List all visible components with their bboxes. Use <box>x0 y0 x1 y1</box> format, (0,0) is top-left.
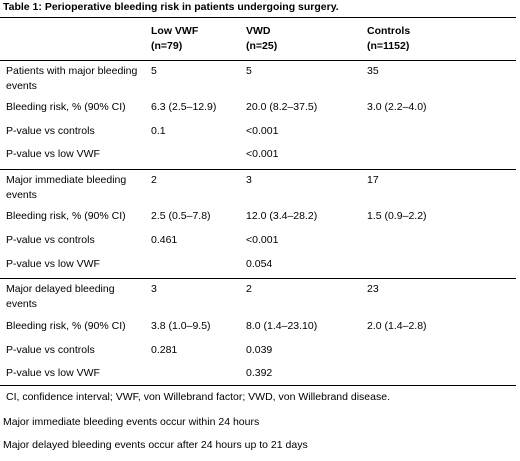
column-header-vwd: VWD (n=25) <box>246 24 277 54</box>
row-label: P-value vs controls <box>6 344 95 356</box>
row-value-vwd: 5 <box>246 65 252 77</box>
column-header-n: (n=79) <box>151 40 183 52</box>
row-label: Bleeding risk, % (90% CI) <box>6 210 126 222</box>
row-value-vwd: <0.001 <box>246 234 279 246</box>
row-label: P-value vs low VWF <box>6 148 100 160</box>
row-value-low-vwf: 0.281 <box>151 344 178 356</box>
row-value-vwd: 20.0 (8.2–37.5) <box>246 101 318 113</box>
column-header-name: VWD <box>246 25 271 37</box>
row-value-low-vwf: 2 <box>151 174 157 186</box>
row-value-vwd: 2 <box>246 283 252 295</box>
row-value-low-vwf: 0.461 <box>151 234 178 246</box>
row-value-low-vwf: 5 <box>151 65 157 77</box>
row-label: P-value vs controls <box>6 125 95 137</box>
footnote-immediate: Major immediate bleeding events occur wi… <box>3 416 260 428</box>
footnote-delayed: Major delayed bleeding events occur afte… <box>3 439 308 451</box>
column-header-n: (n=1152) <box>367 40 410 52</box>
row-value-controls: 35 <box>367 65 379 77</box>
row-value-vwd: 12.0 (3.4–28.2) <box>246 210 318 222</box>
row-value-low-vwf: 0.1 <box>151 125 166 137</box>
column-header-controls: Controls (n=1152) <box>367 24 410 54</box>
table-top-border <box>0 17 516 18</box>
header-divider <box>0 60 516 61</box>
row-label: P-value vs low VWF <box>6 367 100 379</box>
row-value-vwd: 0.392 <box>246 367 273 379</box>
row-label: Bleeding risk, % (90% CI) <box>6 101 126 113</box>
row-value-low-vwf: 6.3 (2.5–12.9) <box>151 101 217 113</box>
row-label: P-value vs controls <box>6 234 95 246</box>
row-value-controls: 3.0 (2.2–4.0) <box>367 101 427 113</box>
column-header-n: (n=25) <box>246 40 278 52</box>
row-label: Bleeding risk, % (90% CI) <box>6 320 126 332</box>
row-value-vwd: 8.0 (1.4–23.10) <box>246 320 318 332</box>
row-label: Patients with major bleeding events <box>6 65 138 92</box>
table-title: Table 1: Perioperative bleeding risk in … <box>3 1 339 13</box>
row-value-vwd: <0.001 <box>246 125 279 137</box>
table-bottom-border <box>0 385 516 386</box>
row-label: P-value vs low VWF <box>6 258 100 270</box>
column-header-name: Controls <box>367 25 411 37</box>
row-value-low-vwf: 2.5 (0.5–7.8) <box>151 210 211 222</box>
row-value-vwd: 3 <box>246 174 252 186</box>
column-header-name: Low VWF <box>151 25 199 37</box>
row-label: Major immediate bleeding events <box>6 174 127 201</box>
column-header-low-vwf: Low VWF (n=79) <box>151 24 198 54</box>
row-value-vwd: <0.001 <box>246 148 279 160</box>
row-value-vwd: 0.054 <box>246 258 273 270</box>
footnote-abbreviations: CI, confidence interval; VWF, von Willeb… <box>6 391 390 403</box>
row-value-controls: 23 <box>367 283 379 295</box>
row-value-low-vwf: 3.8 (1.0–9.5) <box>151 320 211 332</box>
section-divider <box>0 169 516 170</box>
row-value-vwd: 0.039 <box>246 344 273 356</box>
row-value-controls: 17 <box>367 174 379 186</box>
row-label: Major delayed bleeding events <box>6 283 115 310</box>
row-value-low-vwf: 3 <box>151 283 157 295</box>
row-value-controls: 2.0 (1.4–2.8) <box>367 320 427 332</box>
section-divider <box>0 278 516 279</box>
row-value-controls: 1.5 (0.9–2.2) <box>367 210 427 222</box>
